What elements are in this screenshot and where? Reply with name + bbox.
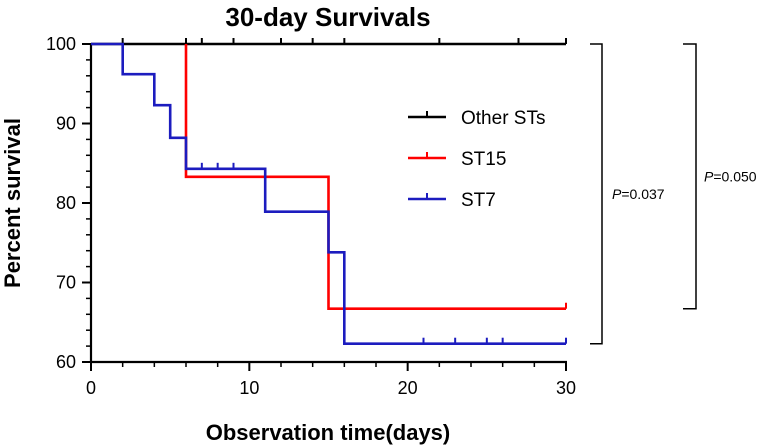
x-tick-label: 0 (86, 378, 96, 398)
legend-label: ST7 (461, 190, 496, 211)
x-axis-title: Observation time(days) (206, 420, 451, 445)
x-tick-label: 20 (398, 378, 418, 398)
x-tick-label: 30 (556, 378, 576, 398)
x-tick-label: 10 (239, 378, 259, 398)
plot-area (91, 38, 567, 346)
series-2 (91, 42, 567, 346)
legend-item: Other STs (408, 108, 545, 129)
chart-title: 30-day Survivals (225, 2, 430, 32)
legend: Other STs ST15 ST7 (408, 108, 545, 211)
legend-item: ST7 (408, 190, 496, 211)
series-1 (184, 44, 567, 311)
p-bracket: P=0.050 (683, 43, 757, 310)
p-value-brackets: P=0.037 P=0.050 (590, 43, 757, 345)
legend-item: ST15 (408, 149, 506, 170)
p-value-label: P=0.050 (704, 168, 757, 184)
y-axis-title: Percent survival (0, 118, 25, 288)
series-line (184, 44, 566, 311)
y-tick-label: 90 (56, 114, 76, 134)
bracket-line (590, 43, 603, 345)
bracket-line (683, 43, 697, 310)
p-value-label: P=0.037 (612, 186, 665, 202)
y-tick-label: 60 (56, 352, 76, 372)
y-tick-label: 100 (46, 34, 76, 54)
y-tick-label: 70 (56, 273, 76, 293)
legend-label: Other STs (461, 108, 545, 129)
p-bracket: P=0.037 (590, 43, 665, 345)
axes: 60 70 80 90 100 0 10 20 30 (46, 34, 576, 398)
y-tick-label: 80 (56, 193, 76, 213)
series-line (91, 42, 566, 346)
legend-label: ST15 (461, 149, 506, 170)
series-0 (91, 38, 567, 46)
